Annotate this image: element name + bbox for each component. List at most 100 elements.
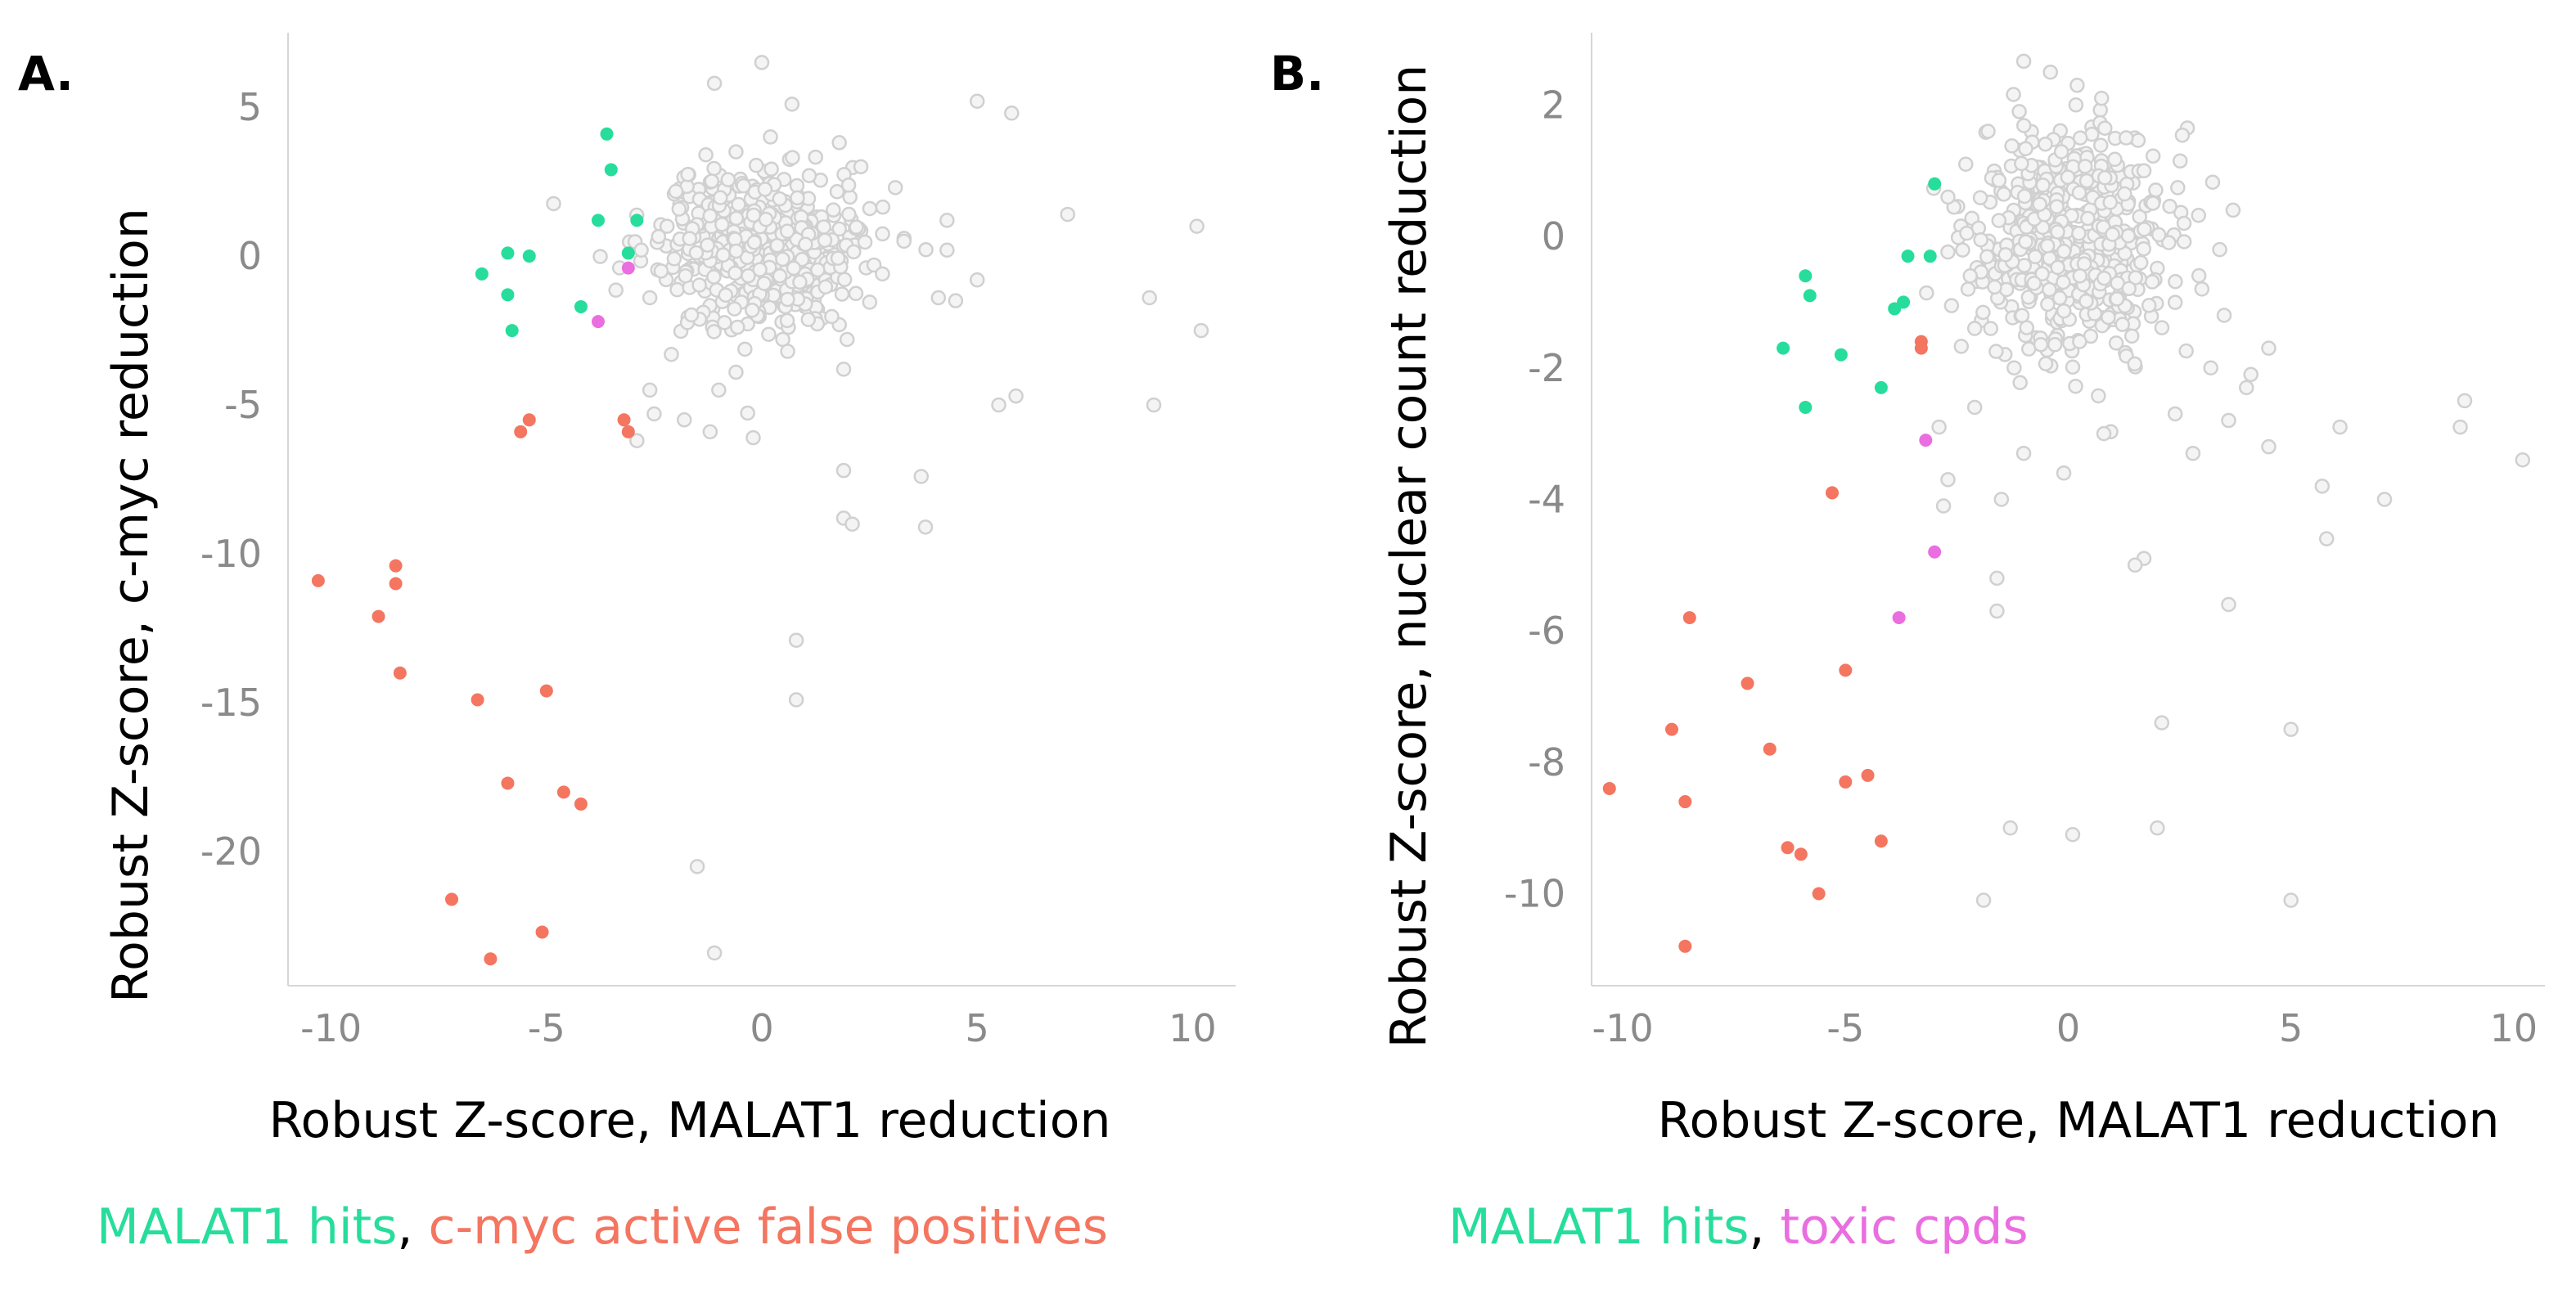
panel-b-c-myc-active-false-positives-point <box>1825 486 1839 500</box>
panel-b-cluster-point <box>2102 195 2119 210</box>
panel-b-malat1-hits-point <box>1799 269 1813 283</box>
panel-b-y-axis-title: Robust Z-score, nuclear count reduction <box>1380 65 1438 1049</box>
panel-b-other-compounds-point <box>2015 445 2032 461</box>
panel-a-cluster-point <box>706 324 722 339</box>
panel-a-cluster-point <box>688 245 705 261</box>
panel-a-other-compounds-point <box>930 290 947 306</box>
panel-b-cluster-point <box>1979 249 1995 265</box>
panel-b-cluster-point <box>2018 141 2033 157</box>
panel-a-legend-hits: MALAT1 hits <box>97 1198 398 1256</box>
panel-b-x-axis-title: Robust Z-score, MALAT1 reduction <box>1658 1092 2500 1149</box>
panel-a-c-myc-active-false-positives-point <box>535 925 549 939</box>
panel-a-c-myc-active-false-positives-point <box>522 413 536 427</box>
panel-a-cluster-point <box>704 173 720 189</box>
panel-a-malat1-hits-point <box>630 214 644 227</box>
panel-b-x-tick-label: 10 <box>2490 1006 2538 1050</box>
panel-b-cluster-point <box>2014 155 2029 172</box>
panel-a-cluster-point <box>736 178 751 194</box>
panel-b-other-compounds-point <box>1966 399 1983 416</box>
panel-a-other-compounds-point <box>1142 290 1157 306</box>
panel-b-cluster-point <box>2077 159 2093 174</box>
panel-b-x-tick-label: -5 <box>1826 1006 1864 1050</box>
panel-b-c-myc-active-false-positives-point <box>1874 834 1888 848</box>
panel-b-cluster-point <box>1991 213 2007 228</box>
panel-a-cluster-point <box>741 267 756 284</box>
panel-b-toxic-cpds-point <box>1919 434 1933 447</box>
panel-a-other-compounds-point <box>633 242 649 258</box>
panel-b-legend-separator: , <box>1749 1198 1781 1256</box>
panel-a-other-compounds-point <box>835 362 852 377</box>
panel-b-malat1-hits-point <box>1799 400 1813 414</box>
panel-b-malat1-hits-point <box>1803 289 1817 303</box>
panel-a-cluster-point <box>786 260 802 276</box>
panel-a-cluster-point <box>849 219 864 235</box>
panel-b-cluster-point <box>2056 274 2071 290</box>
panel-b-other-compounds-point <box>1980 124 1996 139</box>
panel-b-cluster-point <box>2051 290 2068 306</box>
panel-a-x-tick-label: 0 <box>750 1006 773 1050</box>
panel-b-other-compounds-point <box>2283 892 2299 908</box>
panel-a-other-compounds-point <box>754 55 770 70</box>
panel-a-other-compounds-point <box>939 242 955 258</box>
panel-b-cluster-point <box>2038 356 2054 371</box>
panel-a-cluster-point <box>800 312 817 327</box>
panel-b-cluster-point <box>2038 136 2053 152</box>
panel-a-cluster-point <box>728 243 744 259</box>
panel-b-other-compounds-point <box>1993 492 2010 507</box>
panel-a-c-myc-active-false-positives-point <box>484 952 498 966</box>
panel-b-other-compounds-point <box>2457 393 2473 409</box>
panel-a-y-tick-label: -20 <box>200 829 262 874</box>
panel-b-other-compounds-point <box>2065 826 2081 843</box>
panel-b-other-compounds-point <box>2216 308 2232 323</box>
panel-b-other-compounds-point <box>2221 596 2236 613</box>
panel-b-cluster-point <box>2071 185 2087 200</box>
panel-a-cluster-point <box>772 191 788 207</box>
panel-b-other-compounds-point <box>1940 472 1956 488</box>
panel-a-cluster-point <box>790 190 805 206</box>
panel-a-cluster-point <box>691 277 707 293</box>
panel-b-cluster-point <box>2132 254 2149 271</box>
panel-b-cluster-point <box>1987 279 2002 295</box>
panel-b-cluster-point <box>2105 227 2120 242</box>
panel-b-other-compounds-point <box>1962 268 1978 284</box>
panel-a-cluster-point <box>830 250 846 266</box>
panel-a-other-compounds-point <box>853 159 869 175</box>
panel-b-cluster-point <box>1972 190 1988 205</box>
panel-b-other-compounds-point <box>1989 603 2005 619</box>
panel-b-cluster-point <box>1998 281 2015 298</box>
panel-a-cluster-point <box>857 234 873 250</box>
panel-b-other-compounds-point <box>2150 820 2165 836</box>
panel-b-legend: MALAT1 hits, toxic cpds <box>1448 1198 2029 1256</box>
panel-a-other-compounds-point <box>780 344 795 359</box>
panel-b-cluster-point <box>2006 87 2021 102</box>
panel-a-cluster-point <box>829 184 845 200</box>
panel-b-cluster-point <box>2040 296 2056 312</box>
panel-a-other-compounds-point <box>642 290 658 306</box>
panel-a-x-tick-label: 5 <box>966 1006 989 1050</box>
panel-b-cluster-point <box>2004 138 2020 154</box>
panel-a-cluster-point <box>678 267 693 284</box>
panel-a-cluster-point <box>731 196 746 213</box>
panel-b-cluster-point <box>2173 153 2188 169</box>
panel-a-legend-false-positives: c-myc active false positives <box>428 1198 1109 1256</box>
panel-a-other-compounds-point <box>711 382 727 398</box>
panel-a-y-tick-label: -10 <box>200 532 262 576</box>
panel-b-cluster-point <box>2056 303 2072 319</box>
panel-b-cluster-point <box>1919 285 1934 301</box>
panel-b-cluster-point <box>1983 321 1999 336</box>
panel-b-other-compounds-point <box>2042 64 2058 80</box>
panel-a-cluster-point <box>785 150 800 165</box>
panel-b-cluster-point <box>1997 247 2014 263</box>
panel-b-c-myc-active-false-positives-point <box>1839 775 1853 789</box>
panel-a-cluster-point <box>808 149 823 165</box>
panel-a-malat1-hits-point <box>505 324 519 338</box>
panel-b-c-myc-active-false-positives-point <box>1763 742 1777 756</box>
panel-b-other-compounds-point <box>1931 419 1947 435</box>
panel-b-y-tick-label: -10 <box>1504 872 1565 916</box>
panel-b-malat1-hits-point <box>1928 177 1942 191</box>
panel-b-cluster-point <box>2072 268 2088 284</box>
panel-b-cluster-point <box>2162 199 2177 214</box>
panel-b-cluster-point <box>1975 304 1991 321</box>
panel-b-c-myc-active-false-positives-point <box>1682 611 1696 625</box>
panel-b-other-compounds-point <box>2225 202 2241 218</box>
